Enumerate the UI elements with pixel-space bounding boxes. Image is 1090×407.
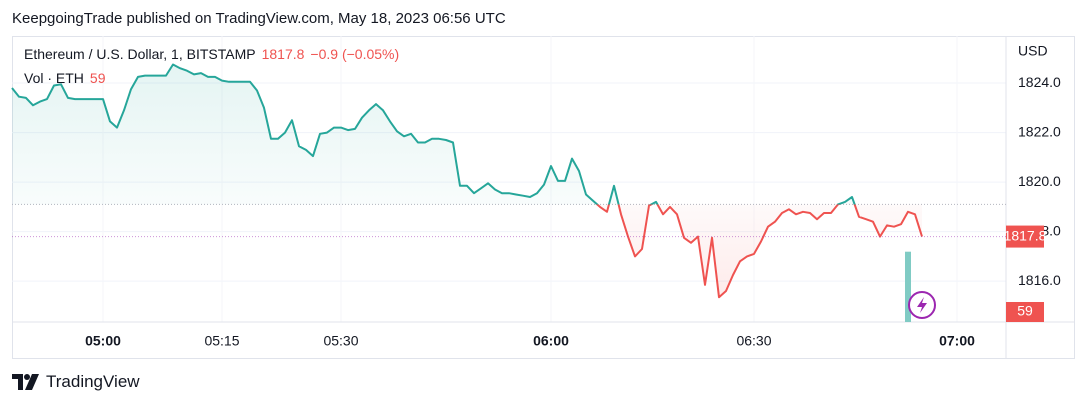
- volume-box: [1006, 302, 1044, 322]
- y-tick-label: 1822.0: [1018, 123, 1061, 139]
- footer: TradingView: [12, 372, 140, 392]
- y-tick-label: 1820.0: [1018, 173, 1061, 189]
- alert-icon[interactable]: [908, 291, 936, 319]
- volume-legend: Vol · ETH 59: [24, 70, 105, 86]
- x-tick-label: 07:00: [939, 333, 975, 349]
- volume-title: Vol · ETH: [24, 70, 84, 86]
- x-tick-label: 05:15: [204, 333, 239, 349]
- symbol-legend: Ethereum / U.S. Dollar, 1, BITSTAMP 1817…: [24, 46, 399, 62]
- price-line: [11, 63, 923, 299]
- price-axis-unit: USD: [1018, 43, 1048, 59]
- x-tick-label: 06:30: [736, 333, 771, 349]
- x-tick-label: 05:00: [85, 333, 121, 349]
- y-tick-label: 1816.0: [1018, 272, 1061, 288]
- baseline-area: [12, 64, 922, 298]
- last-price-box: [1006, 225, 1044, 248]
- volume-bar: [905, 251, 911, 322]
- symbol-title: Ethereum / U.S. Dollar, 1, BITSTAMP: [24, 46, 256, 62]
- last-price: 1817.8: [261, 46, 305, 62]
- x-tick-label: 06:00: [533, 333, 569, 349]
- volume-value: 59: [89, 70, 106, 86]
- publish-header: KeepgoingTrade published on TradingView.…: [12, 10, 506, 27]
- price-change: −0.9 (−0.05%): [310, 46, 400, 62]
- last-price-label: 1817.8: [1004, 227, 1047, 243]
- x-tick-label: 05:30: [323, 333, 358, 349]
- y-tick-label: 1824.0: [1018, 74, 1061, 90]
- footer-brand: TradingView: [46, 372, 140, 391]
- logo: [12, 374, 39, 390]
- volume-axis-label: 59: [1017, 303, 1033, 319]
